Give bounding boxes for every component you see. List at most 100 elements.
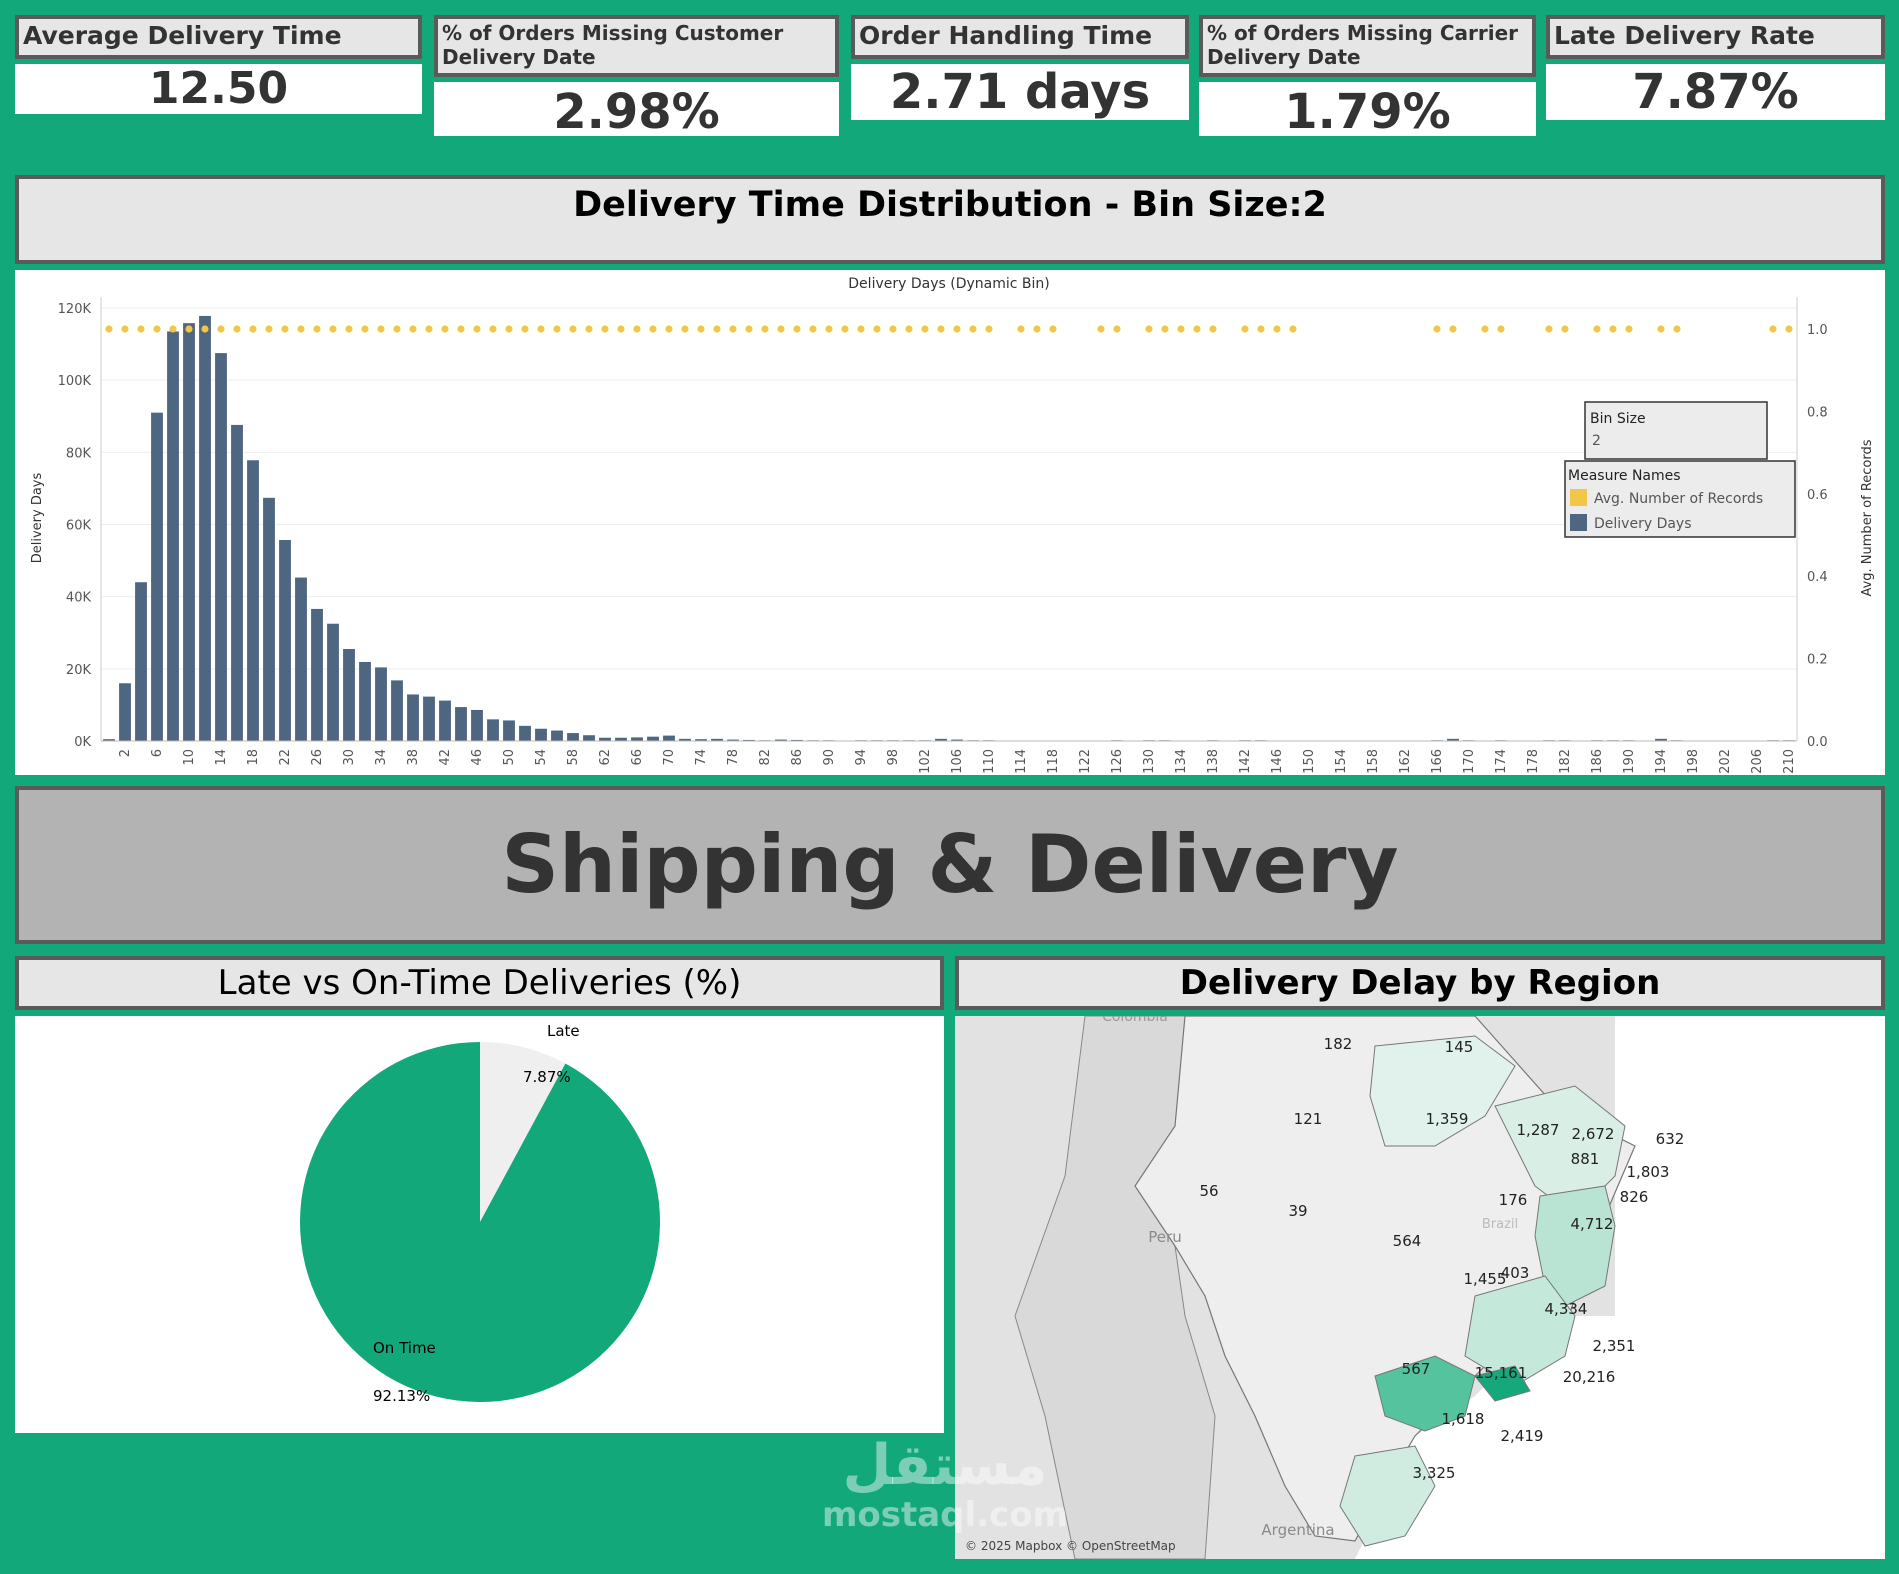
pie-slice-late[interactable] (480, 1042, 566, 1222)
map-region-value[interactable]: 1,803 (1627, 1163, 1670, 1181)
dot-avg-records[interactable] (185, 325, 193, 333)
bar-delivery-days[interactable] (247, 460, 259, 741)
bar-delivery-days[interactable] (231, 424, 243, 741)
bar-delivery-days[interactable] (295, 577, 307, 741)
bar-delivery-days[interactable] (311, 608, 323, 741)
bar-delivery-days[interactable] (183, 323, 195, 741)
dot-avg-records[interactable] (537, 325, 545, 333)
bar-delivery-days[interactable] (359, 661, 371, 741)
dot-avg-records[interactable] (1609, 325, 1617, 333)
bar-delivery-days[interactable] (1655, 738, 1667, 741)
dot-avg-records[interactable] (825, 325, 833, 333)
bar-delivery-days[interactable] (631, 737, 643, 741)
dot-avg-records[interactable] (281, 325, 289, 333)
map-region-value[interactable]: 564 (1393, 1232, 1422, 1250)
bar-delivery-days[interactable] (535, 728, 547, 741)
bar-delivery-days[interactable] (471, 709, 483, 741)
dot-avg-records[interactable] (633, 325, 641, 333)
dot-avg-records[interactable] (425, 325, 433, 333)
map-region-value[interactable]: 182 (1324, 1035, 1353, 1053)
dot-avg-records[interactable] (121, 325, 129, 333)
dot-avg-records[interactable] (1033, 325, 1041, 333)
bar-delivery-days[interactable] (519, 725, 531, 741)
dot-avg-records[interactable] (505, 325, 513, 333)
dot-avg-records[interactable] (1177, 325, 1185, 333)
map-region-value[interactable]: 4,334 (1545, 1300, 1588, 1318)
dot-avg-records[interactable] (1449, 325, 1457, 333)
bin-size-box[interactable] (1584, 401, 1768, 460)
map-region-value[interactable]: 881 (1571, 1150, 1600, 1168)
dot-avg-records[interactable] (1257, 325, 1265, 333)
dot-avg-records[interactable] (1049, 325, 1057, 333)
dot-avg-records[interactable] (937, 325, 945, 333)
dot-avg-records[interactable] (569, 325, 577, 333)
bar-delivery-days[interactable] (279, 540, 291, 741)
dot-avg-records[interactable] (297, 325, 305, 333)
map-region-value[interactable]: 1,455 (1464, 1270, 1507, 1288)
dot-avg-records[interactable] (585, 325, 593, 333)
dot-avg-records[interactable] (985, 325, 993, 333)
bar-delivery-days[interactable] (215, 353, 227, 741)
pie-slice-on-time[interactable] (300, 1042, 660, 1402)
dot-avg-records[interactable] (1657, 325, 1665, 333)
bar-delivery-days[interactable] (951, 739, 963, 741)
map-region-value[interactable]: 15,161 (1475, 1364, 1528, 1382)
dot-avg-records[interactable] (841, 325, 849, 333)
bar-delivery-days[interactable] (199, 315, 211, 741)
dot-avg-records[interactable] (1273, 325, 1281, 333)
dot-avg-records[interactable] (105, 325, 113, 333)
dot-avg-records[interactable] (1673, 325, 1681, 333)
bar-delivery-days[interactable] (407, 694, 419, 741)
dot-avg-records[interactable] (857, 325, 865, 333)
bar-delivery-days[interactable] (455, 707, 467, 741)
dot-avg-records[interactable] (761, 325, 769, 333)
bin-size-value[interactable]: 2 (1592, 433, 1601, 449)
dot-avg-records[interactable] (345, 325, 353, 333)
bar-delivery-days[interactable] (119, 683, 131, 741)
dot-avg-records[interactable] (873, 325, 881, 333)
dot-avg-records[interactable] (553, 325, 561, 333)
bar-delivery-days[interactable] (599, 737, 611, 741)
dot-avg-records[interactable] (153, 325, 161, 333)
map-region-value[interactable]: 56 (1199, 1182, 1218, 1200)
bar-delivery-days[interactable] (711, 738, 723, 741)
dot-avg-records[interactable] (1625, 325, 1633, 333)
dot-avg-records[interactable] (649, 325, 657, 333)
dot-avg-records[interactable] (377, 325, 385, 333)
dot-avg-records[interactable] (729, 325, 737, 333)
map-region-value[interactable]: 20,216 (1563, 1368, 1616, 1386)
dot-avg-records[interactable] (1289, 325, 1297, 333)
bar-delivery-days[interactable] (615, 737, 627, 741)
dot-avg-records[interactable] (1145, 325, 1153, 333)
map-region-value[interactable]: 2,351 (1593, 1337, 1636, 1355)
bar-delivery-days[interactable] (423, 696, 435, 741)
bar-delivery-days[interactable] (791, 739, 803, 741)
dot-avg-records[interactable] (697, 325, 705, 333)
dot-avg-records[interactable] (1193, 325, 1201, 333)
dot-avg-records[interactable] (969, 325, 977, 333)
map-region-value[interactable]: 2,419 (1501, 1427, 1544, 1445)
bar-delivery-days[interactable] (263, 497, 275, 741)
map-region-value[interactable]: 1,618 (1442, 1410, 1485, 1428)
dot-avg-records[interactable] (1097, 325, 1105, 333)
bar-delivery-days[interactable] (727, 739, 739, 741)
bar-delivery-days[interactable] (935, 738, 947, 741)
dot-avg-records[interactable] (1545, 325, 1553, 333)
dot-avg-records[interactable] (681, 325, 689, 333)
bar-delivery-days[interactable] (663, 735, 675, 741)
dot-avg-records[interactable] (1497, 325, 1505, 333)
dot-avg-records[interactable] (329, 325, 337, 333)
bar-delivery-days[interactable] (695, 739, 707, 741)
dot-avg-records[interactable] (793, 325, 801, 333)
bar-delivery-days[interactable] (391, 680, 403, 741)
map-region-value[interactable]: 632 (1656, 1130, 1685, 1148)
dot-avg-records[interactable] (1433, 325, 1441, 333)
dot-avg-records[interactable] (1785, 325, 1793, 333)
bar-delivery-days[interactable] (775, 739, 787, 741)
dot-avg-records[interactable] (809, 325, 817, 333)
dot-avg-records[interactable] (1593, 325, 1601, 333)
dot-avg-records[interactable] (1113, 325, 1121, 333)
dot-avg-records[interactable] (521, 325, 529, 333)
dot-avg-records[interactable] (777, 325, 785, 333)
bar-delivery-days[interactable] (503, 720, 515, 741)
